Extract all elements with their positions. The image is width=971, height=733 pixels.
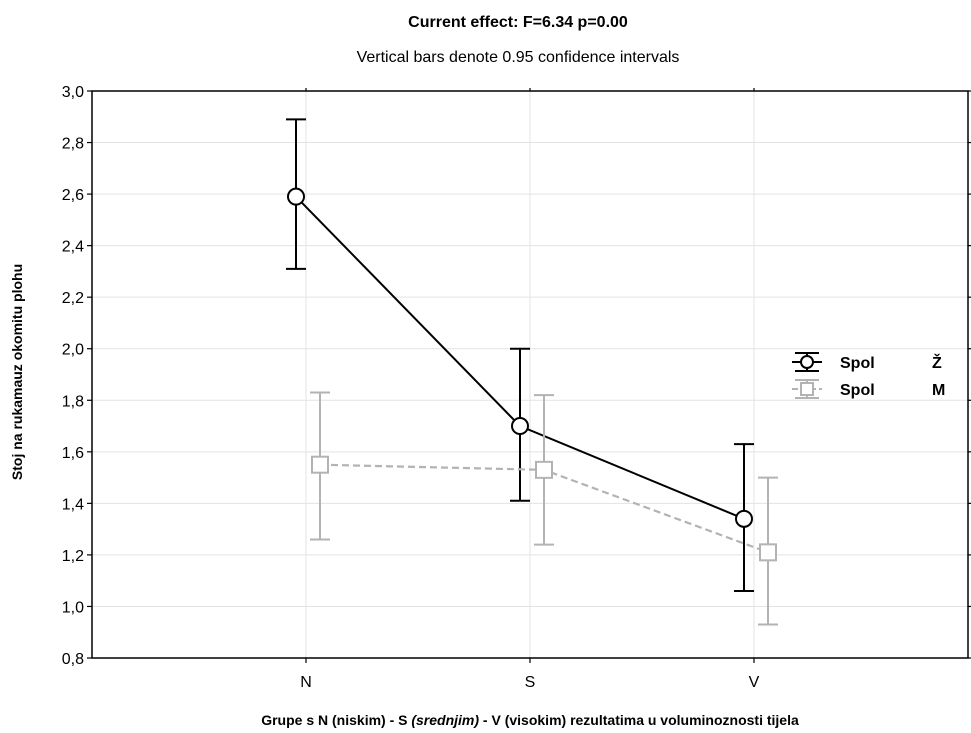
legend-marker xyxy=(800,355,814,369)
x-axis-label: Grupe s N (niskim) - S (srednjim) - V (v… xyxy=(261,712,799,728)
x-axis-label-part: (srednjim) xyxy=(411,712,479,728)
y-tick-label: 1,0 xyxy=(62,599,84,616)
y-tick-label: 2,8 xyxy=(62,136,84,153)
chart-subtitle: Vertical bars denote 0.95 confidence int… xyxy=(357,49,680,66)
data-point xyxy=(311,455,329,474)
grid-lines xyxy=(92,91,968,658)
axes xyxy=(87,88,971,663)
legend-value: M xyxy=(932,382,945,399)
series-2 xyxy=(310,391,778,626)
data-point xyxy=(759,543,777,562)
y-tick-label: 0,8 xyxy=(62,651,84,668)
legend: Spol Ž Spol M xyxy=(792,352,945,399)
legend-value: Ž xyxy=(932,353,942,372)
data-series xyxy=(286,118,778,626)
y-tick-labels: 0,8 1,0 1,2 1,4 1,6 1,8 2,0 2,2 2,4 2,6 2,8 3,0 xyxy=(62,84,84,668)
x-tick-label: S xyxy=(525,674,536,691)
chart-title: Current effect: F=6.34 p=0.00 xyxy=(408,14,628,31)
y-tick-label: 1,8 xyxy=(62,393,84,410)
y-tick-label: 3,0 xyxy=(62,84,84,101)
y-axis-label: Stoj na rukamauz okomitu plohu xyxy=(9,264,25,480)
x-axis-label-part: Grupe s N (niskim) - S xyxy=(261,712,411,728)
series-1 xyxy=(286,118,754,592)
x-tick-label: V xyxy=(749,674,760,691)
data-point xyxy=(735,509,753,528)
y-tick-label: 1,4 xyxy=(62,496,84,513)
legend-marker xyxy=(800,382,814,396)
data-point xyxy=(535,460,553,479)
legend-item-1: Spol Ž xyxy=(792,352,942,372)
y-tick-label: 1,6 xyxy=(62,445,84,462)
x-axis-label-part: - V (visokim) rezultatima u voluminoznos… xyxy=(479,712,799,728)
x-tick-label: N xyxy=(300,674,312,691)
data-point xyxy=(511,417,529,436)
y-tick-label: 1,2 xyxy=(62,548,84,565)
legend-label: Spol xyxy=(840,355,875,372)
data-point xyxy=(287,187,305,206)
y-tick-label: 2,2 xyxy=(62,290,84,307)
legend-item-2: Spol M xyxy=(792,379,945,399)
y-tick-label: 2,0 xyxy=(62,342,84,359)
legend-label: Spol xyxy=(840,382,875,399)
y-tick-label: 2,6 xyxy=(62,187,84,204)
y-tick-label: 2,4 xyxy=(62,239,84,256)
